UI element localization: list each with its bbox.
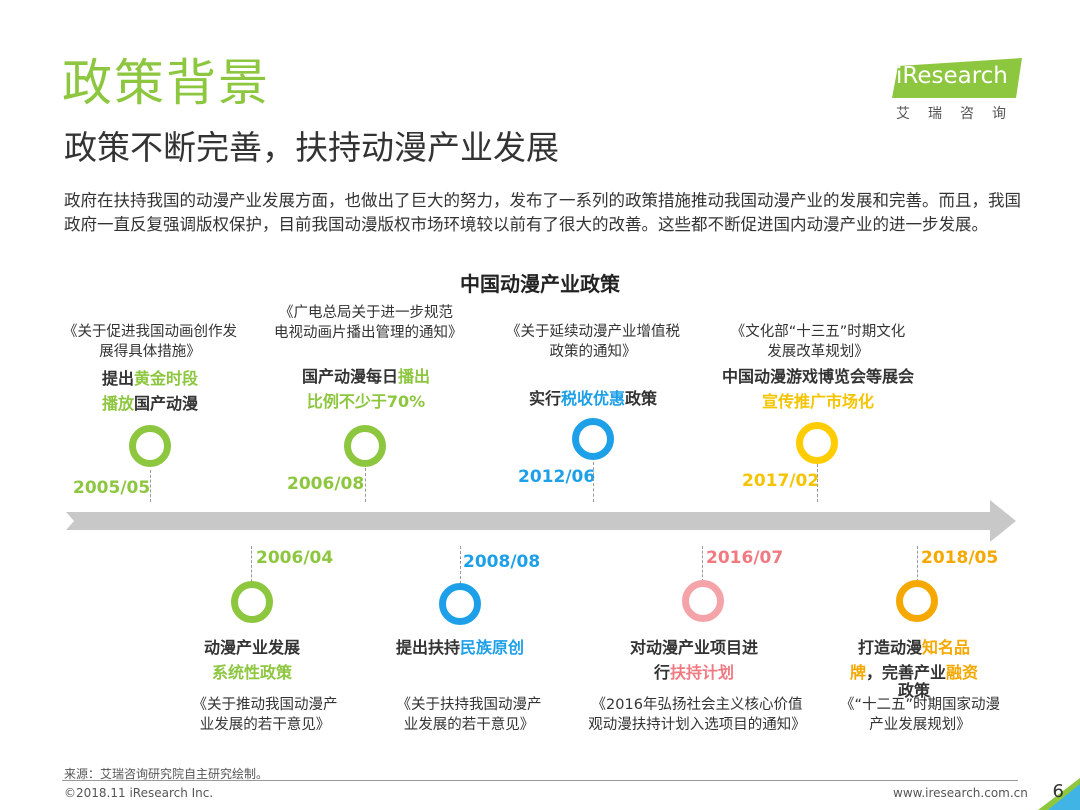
bottom-4-event: 打造动漫知名品 牌，完善产业融资 [849, 638, 979, 682]
top-1-connector [150, 470, 151, 502]
intro-paragraph: 政府在扶持我国的动漫产业发展方面，也做出了巨大的努力，发布了一系列的政策措施推动… [64, 191, 1021, 234]
top-1-date: 2005/05 [73, 478, 151, 498]
page-number: 6 [1052, 781, 1064, 802]
top-1-event: 提出黄金时段 播放国产动漫 [101, 369, 199, 413]
logo-word: iResearch [896, 63, 1008, 89]
bottom-1-marker [231, 581, 273, 623]
top-2-event: 国产动漫每日播出 比例不少于70% [301, 367, 431, 411]
top-4-marker [796, 422, 838, 464]
bottom-2-doc: 《关于扶持我国动漫产业发展的若干意见》 [396, 697, 542, 733]
top-3-event: 实行税收优惠政策 [528, 389, 658, 408]
bottom-3-marker [682, 580, 724, 622]
bottom-4-doc: 《“十二五”时期国家动漫产业发展规划》 [839, 697, 1001, 733]
bottom-3-doc: 《2016年弘扬社会主义核心价值观动漫扶持计划入选项目的通知》 [588, 697, 806, 733]
page-number-badge: 6 [1038, 778, 1080, 810]
bottom-4-connector [917, 546, 918, 582]
bottom-3-date: 2016/07 [706, 548, 784, 568]
top-4-event: 中国动漫游戏博览会等展会 宣传推广市场化 [721, 367, 914, 411]
bottom-2-marker [439, 583, 481, 625]
top-2-date: 2006/08 [287, 474, 365, 494]
page-title: 政策背景 [62, 54, 270, 112]
top-2-doc: 《广电总局关于进一步规范电视动画片播出管理的通知》 [274, 305, 463, 341]
bottom-4-event-overflow: 政策 [897, 681, 930, 700]
bottom-3-event: 对动漫产业项目进 行扶持计划 [629, 638, 758, 682]
top-3-doc: 《关于延续动漫产业增值税政策的通知》 [506, 324, 680, 360]
page-subtitle: 政策不断完善，扶持动漫产业发展 [64, 128, 559, 167]
top-4-doc: 《文化部“十三五”时期文化发展改革规划》 [730, 324, 906, 360]
top-3-connector [593, 462, 594, 502]
bottom-4-date: 2018/05 [921, 548, 999, 568]
top-3-date: 2012/06 [518, 467, 596, 487]
website-url[interactable]: www.iresearch.com.cn [893, 786, 1028, 800]
top-2-connector [365, 468, 366, 502]
top-2-marker [344, 425, 386, 467]
timeline-arrow-icon [66, 500, 1016, 542]
bottom-3-connector [702, 546, 703, 582]
top-1-doc: 《关于促进我国动画创作发展得具体措施》 [63, 324, 237, 360]
copyright: ©2018.11 iResearch Inc. [64, 786, 214, 800]
logo-mark-icon [892, 58, 1022, 98]
bottom-2-event: 提出扶持民族原创 [395, 638, 525, 657]
iresearch-logo: iResearch 艾瑞咨询 [892, 58, 1032, 124]
page-corner-icon [1038, 778, 1080, 810]
top-3-marker [572, 418, 614, 460]
source-note: 来源：艾瑞咨询研究院自主研究绘制。 [64, 767, 269, 781]
top-4-date: 2017/02 [742, 471, 820, 491]
top-4-connector [817, 464, 818, 502]
bottom-1-connector [251, 546, 252, 582]
bottom-2-date: 2008/08 [463, 552, 541, 572]
logo-chinese: 艾瑞咨询 [896, 106, 1024, 122]
top-1-marker [129, 425, 171, 467]
bottom-2-connector [460, 546, 461, 584]
bottom-1-event: 动漫产业发展 系统性政策 [203, 638, 300, 682]
footer-divider [62, 780, 1018, 781]
bottom-1-doc: 《关于推动我国动漫产业发展的若干意见》 [192, 697, 338, 733]
bottom-1-date: 2006/04 [256, 548, 334, 568]
timeline-title: 中国动漫产业政策 [460, 272, 620, 296]
bottom-4-marker [896, 580, 938, 622]
